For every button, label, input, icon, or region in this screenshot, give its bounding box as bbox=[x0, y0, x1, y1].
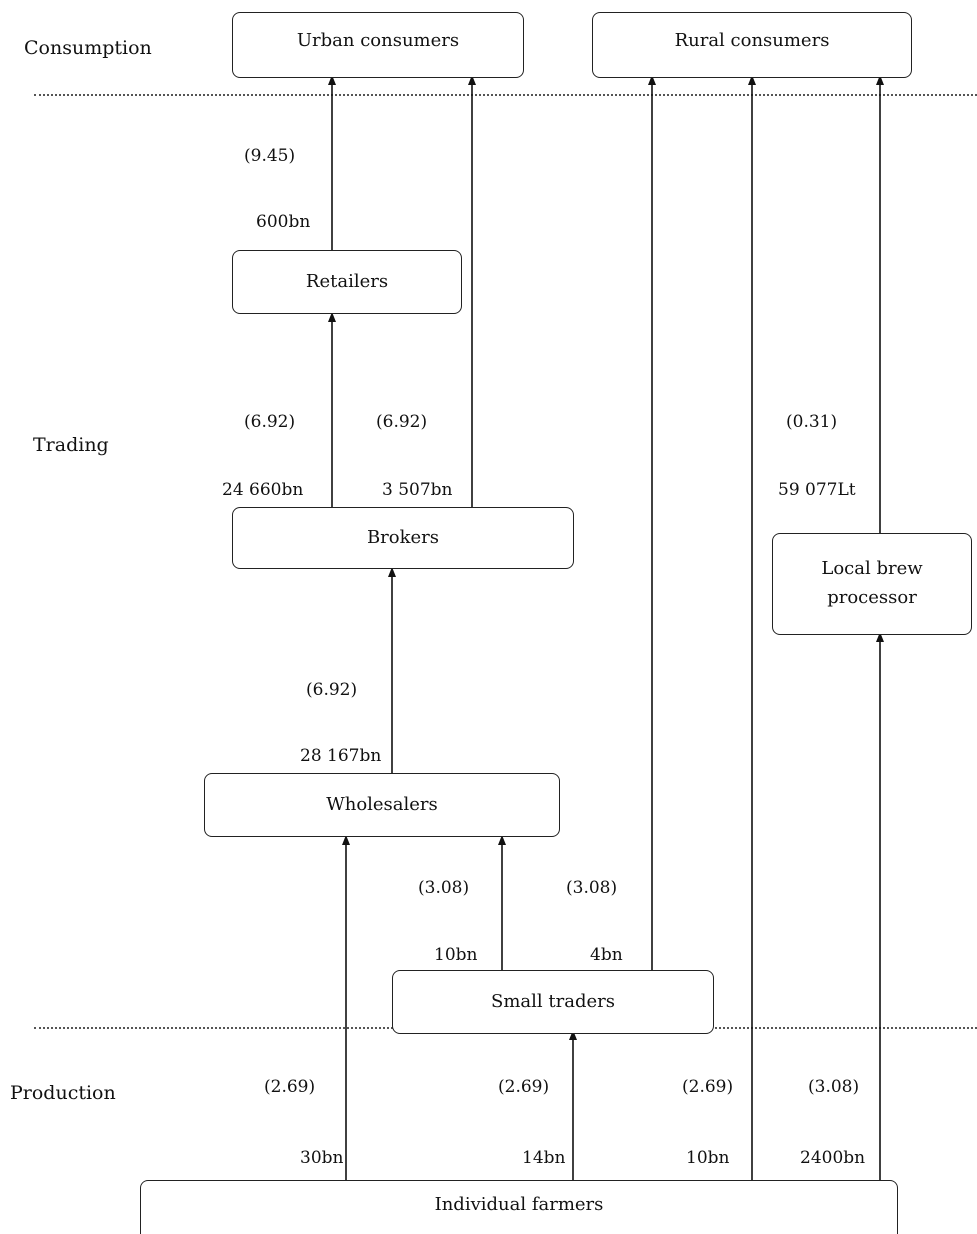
price-small-to-wholesale: (3.08) bbox=[418, 878, 470, 898]
volume-wholesale-to-broker: 28 167bn bbox=[300, 746, 382, 766]
node-local-brew-processor: Local brew processor bbox=[772, 533, 972, 635]
node-retailers-label: Retailers bbox=[305, 270, 389, 292]
node-small-traders-label: Small traders bbox=[491, 990, 615, 1012]
node-small-traders: Small traders bbox=[392, 970, 714, 1034]
volume-farm-to-rural: 10bn bbox=[686, 1148, 730, 1168]
section-trading: Trading bbox=[33, 434, 109, 456]
price-wholesale-to-broker: (6.92) bbox=[306, 680, 358, 700]
node-rural-consumers-label: Rural consumers bbox=[674, 29, 830, 51]
node-individual-farmers: Individual farmers bbox=[140, 1180, 898, 1234]
volume-broker-to-retail: 24 660bn bbox=[222, 480, 304, 500]
node-urban-consumers: Urban consumers bbox=[232, 12, 524, 78]
volume-broker-to-urban: 3 507bn bbox=[382, 480, 453, 500]
node-wholesalers-label: Wholesalers bbox=[326, 793, 438, 815]
price-farm-to-brew: (3.08) bbox=[808, 1077, 860, 1097]
node-rural-consumers: Rural consumers bbox=[592, 12, 912, 78]
section-consumption: Consumption bbox=[24, 37, 152, 59]
price-broker-to-retail: (6.92) bbox=[244, 412, 296, 432]
price-farm-to-small: (2.69) bbox=[498, 1077, 550, 1097]
price-retail-to-urban: (9.45) bbox=[244, 146, 296, 166]
price-brew-to-rural: (0.31) bbox=[786, 412, 838, 432]
node-retailers: Retailers bbox=[232, 250, 462, 314]
price-broker-to-urban: (6.92) bbox=[376, 412, 428, 432]
volume-retail-to-urban: 600bn bbox=[256, 212, 311, 232]
volume-small-to-rural: 4bn bbox=[590, 945, 623, 965]
node-local-brew-line1: Local brew bbox=[821, 558, 923, 580]
price-farm-to-rural: (2.69) bbox=[682, 1077, 734, 1097]
section-production: Production bbox=[10, 1082, 116, 1104]
node-individual-farmers-label: Individual farmers bbox=[434, 1194, 604, 1216]
volume-farm-to-wholesale: 30bn bbox=[300, 1148, 344, 1168]
node-urban-consumers-label: Urban consumers bbox=[296, 29, 460, 51]
volume-brew-to-rural: 59 077Lt bbox=[778, 480, 856, 500]
volume-farm-to-small: 14bn bbox=[522, 1148, 566, 1168]
price-small-to-rural: (3.08) bbox=[566, 878, 618, 898]
separator-consumption-trading bbox=[34, 94, 977, 96]
node-brokers: Brokers bbox=[232, 507, 574, 569]
price-farm-to-wholesale: (2.69) bbox=[264, 1077, 316, 1097]
volume-small-to-wholesale: 10bn bbox=[434, 945, 478, 965]
node-wholesalers: Wholesalers bbox=[204, 773, 560, 837]
volume-farm-to-brew: 2400bn bbox=[800, 1148, 866, 1168]
node-brokers-label: Brokers bbox=[366, 526, 440, 548]
node-local-brew-line2: processor bbox=[827, 587, 917, 608]
